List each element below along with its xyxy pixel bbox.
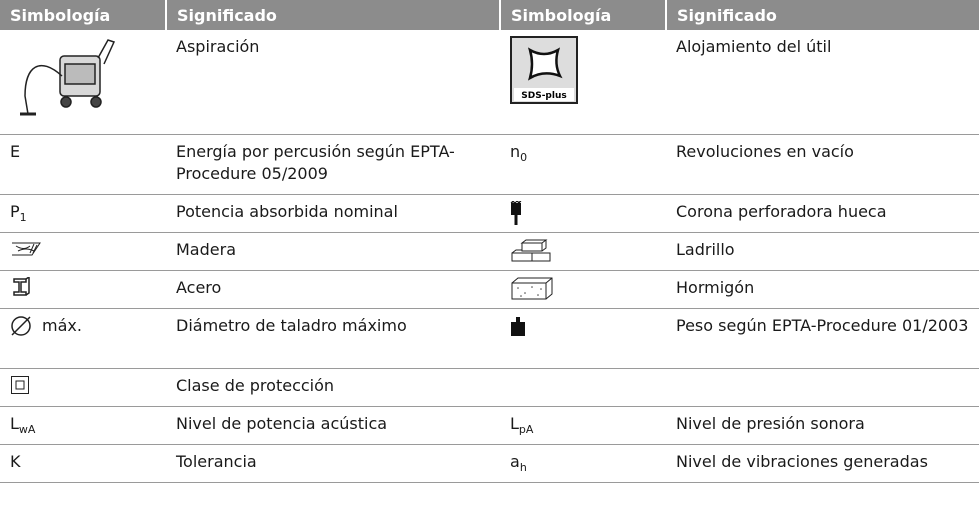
symbol-subscript: 1 [19,210,27,224]
row: Acero Hormigón [0,270,979,309]
vacuum-icon [20,39,116,116]
row: máx. Diámetro de taladro máximo Peso seg… [0,308,979,369]
meaning-cell: Energía por percusión según EPTA-Procedu… [166,134,500,195]
meaning-cell [666,368,979,407]
symbol-cell [0,30,166,135]
meaning-cell: Clase de protección [166,368,500,407]
symbol-base: L [10,413,19,433]
meaning-cell: Nivel de vibraciones generadas [666,444,979,483]
header-row: Simbología Significado Simbología Signif… [0,0,979,30]
symbol-cell: K [0,444,166,483]
symbol-subscript: 0 [520,150,528,164]
symbol-base: L [510,413,519,433]
row: LwA Nivel de potencia acústica LpA Nivel… [0,406,979,445]
weight-icon [511,316,525,336]
symbol-cell [0,368,166,407]
symbol-subscript: h [519,460,527,474]
sds-plus-icon: SDS-plus [510,36,578,104]
meaning-cell: Revoluciones en vacío [666,134,979,195]
meaning-cell: Aspiración [166,30,500,135]
concrete-icon [511,277,553,299]
symbol-cell [500,232,666,271]
meaning-cell: Madera [166,232,500,271]
meaning-cell: Nivel de presión sonora [666,406,979,445]
symbol-cell: LpA [500,406,666,445]
symbol-text: máx. [42,315,82,335]
symbol-cell: máx. [0,308,166,369]
row: Aspiración SDS-plus Alojamiento del útil [0,30,979,135]
meaning-cell: Diámetro de taladro máximo [166,308,500,369]
symbol-cell: LwA [0,406,166,445]
header-cell: Significado [166,0,501,30]
symbol-cell: SDS-plus [500,30,666,135]
meaning-cell: Hormigón [666,270,979,309]
meaning-cell: Nivel de potencia acústica [166,406,500,445]
core-bit-icon [510,200,522,225]
symbol-base: P [10,201,20,221]
symbol-cell: P1 [0,194,166,233]
steel-icon [13,276,30,296]
brick-icon [511,239,551,261]
meaning-cell: Peso según EPTA-Procedure 01/2003 [666,308,979,369]
symbol-base: n [510,141,521,161]
protection-class-icon [11,375,29,394]
row: K Tolerancia ah Nivel de vibraciones gen… [0,444,979,483]
meaning-cell: Alojamiento del útil [666,30,979,135]
meaning-cell: Ladrillo [666,232,979,271]
meaning-cell: Acero [166,270,500,309]
symbol-subscript: pA [518,422,534,436]
row: Madera Ladrillo [0,232,979,271]
row: Clase de protección [0,368,979,407]
header-cell: Simbología [500,0,667,30]
symbol-cell [0,270,166,309]
row: E Energía por percusión según EPTA-Proce… [0,134,979,195]
row: P1 Potencia absorbida nominal Corona per… [0,194,979,233]
icon-label: SDS-plus [521,91,566,101]
meaning-cell: Corona perforadora hueca [666,194,979,233]
header-cell: Significado [666,0,979,30]
wood-icon [12,242,41,255]
symbol-cell [0,232,166,271]
meaning-cell: Tolerancia [166,444,500,483]
meaning-cell: Potencia absorbida nominal [166,194,500,233]
symbol-table: Simbología Significado Simbología Signif… [0,0,979,483]
symbol-cell [500,270,666,309]
symbol-subscript: wA [18,422,36,436]
symbol-cell: ah [500,444,666,483]
symbol-base: a [510,451,520,471]
diameter-icon [11,316,31,336]
symbol-cell [500,368,666,407]
symbol-cell [500,194,666,233]
symbol-cell: n0 [500,134,666,195]
symbol-cell [500,308,666,369]
symbol-cell: E [0,134,166,195]
header-cell: Simbología [0,0,167,30]
